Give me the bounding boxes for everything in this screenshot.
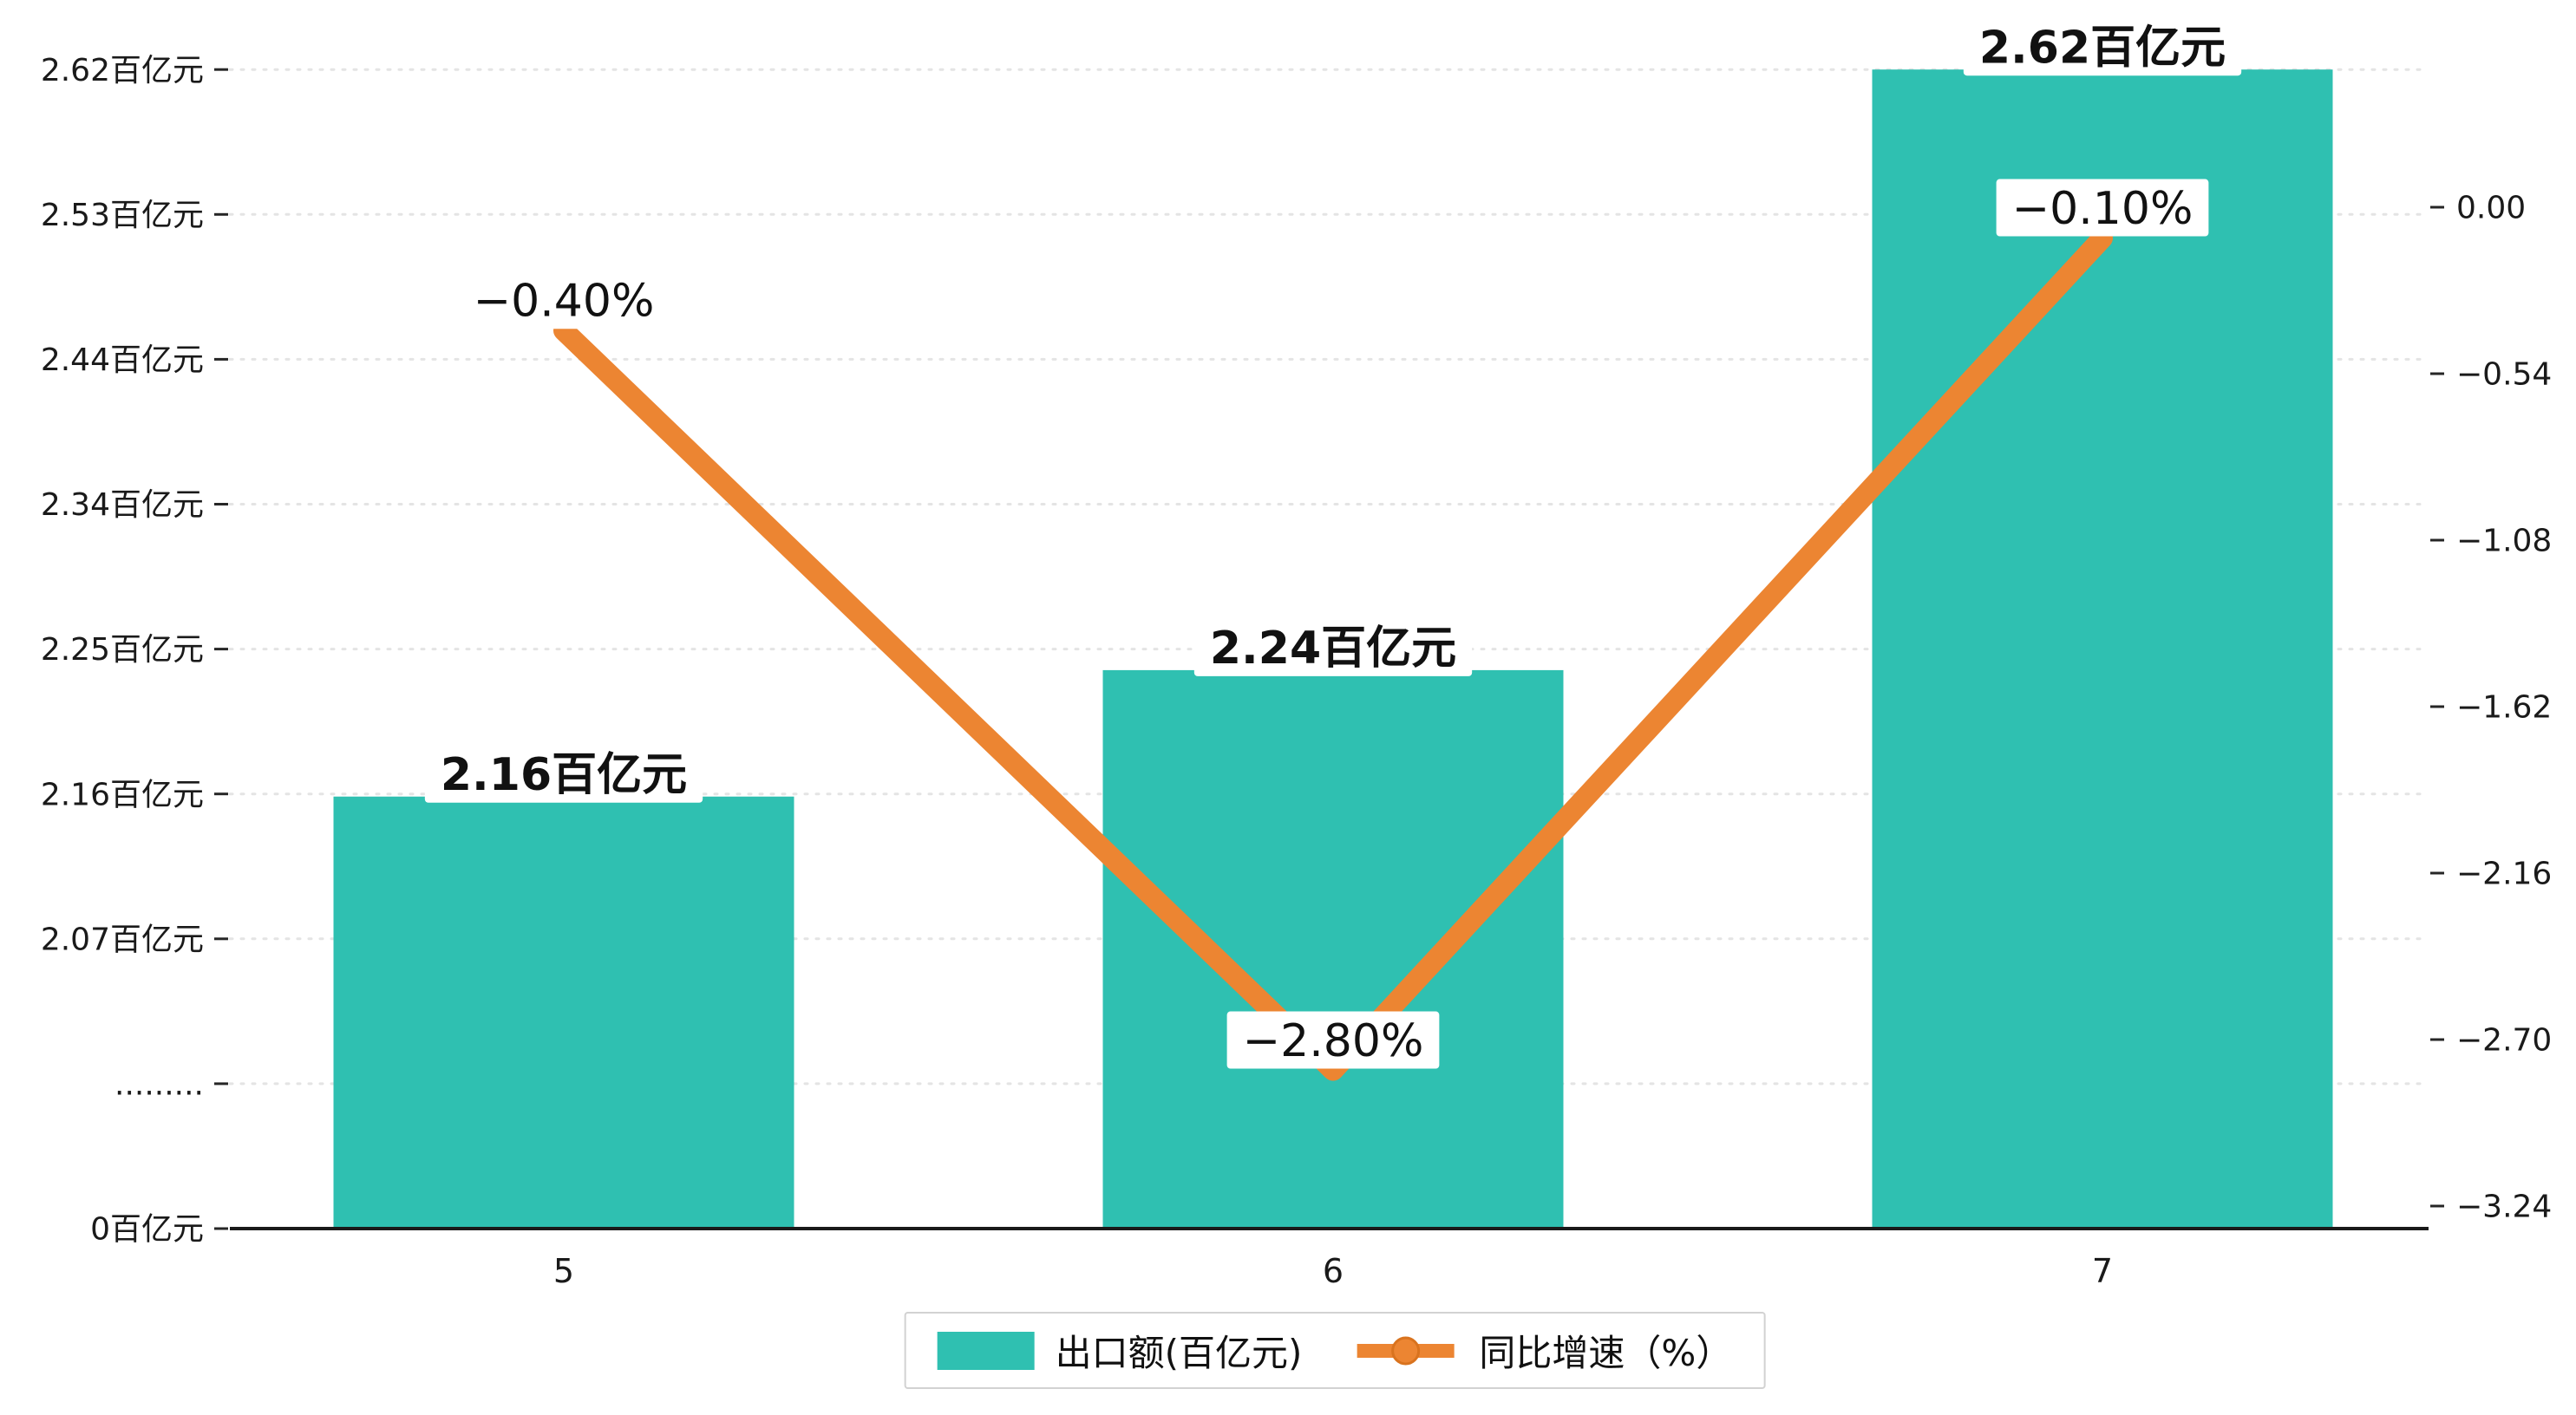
legend-bar-swatch-icon xyxy=(937,1331,1035,1370)
line-value-label: −2.80% xyxy=(1243,1015,1424,1067)
x-tick-label: 5 xyxy=(553,1252,574,1290)
bar xyxy=(333,796,794,1229)
right-tick-label: −2.16 xyxy=(2456,857,2552,892)
legend-item-growth: 同比增速（%） xyxy=(1352,1324,1732,1377)
legend-item-export: 出口额(百亿元) xyxy=(937,1324,1303,1377)
legend-line-label: 同比增速（%） xyxy=(1479,1332,1733,1374)
line-value-label: −0.40% xyxy=(474,275,655,327)
bar-value-label-box xyxy=(1963,18,2242,76)
x-tick-label: 6 xyxy=(1323,1252,1344,1290)
left-tick-label: 2.34百亿元 xyxy=(41,487,204,523)
legend-line-marker-icon xyxy=(1357,1336,1455,1365)
left-tick-label: 2.44百亿元 xyxy=(41,342,204,378)
bar-value-label: 2.16百亿元 xyxy=(441,749,687,801)
left-tick-label: 0百亿元 xyxy=(90,1212,204,1248)
left-tick-label: 2.07百亿元 xyxy=(41,922,204,957)
bar-value-label: 2.24百亿元 xyxy=(1210,623,1456,675)
bar-value-label-box xyxy=(1193,618,1473,676)
left-tick-label: 2.25百亿元 xyxy=(41,632,204,668)
bar-value-label-box xyxy=(424,745,703,803)
line-value-label: −0.10% xyxy=(2012,183,2194,235)
left-tick-label: 2.16百亿元 xyxy=(41,777,204,812)
right-tick-label: −1.62 xyxy=(2456,690,2552,726)
legend-bar-label: 出口额(百亿元) xyxy=(1055,1332,1303,1374)
line-value-label-box xyxy=(1996,179,2209,237)
right-tick-label: −0.54 xyxy=(2456,357,2552,393)
right-tick-label: −2.70 xyxy=(2456,1023,2552,1059)
bar-value-label: 2.62百亿元 xyxy=(1979,22,2226,74)
right-tick-label: −3.24 xyxy=(2456,1190,2552,1225)
bar xyxy=(1102,669,1564,1229)
left-tick-label: 2.53百亿元 xyxy=(41,198,204,233)
bar xyxy=(1872,69,2333,1229)
legend: 出口额(百亿元) 同比增速（%） xyxy=(904,1312,1766,1389)
x-tick-label: 7 xyxy=(2092,1252,2113,1290)
left-tick-label: 2.62百亿元 xyxy=(41,53,204,88)
line-value-label-box xyxy=(457,271,670,329)
right-tick-label: −1.08 xyxy=(2456,524,2552,559)
growth-line xyxy=(553,227,2113,1081)
line-value-label-box xyxy=(1226,1011,1440,1069)
left-tick-label: ......... xyxy=(114,1067,204,1103)
right-tick-label: 0.00 xyxy=(2456,191,2526,226)
